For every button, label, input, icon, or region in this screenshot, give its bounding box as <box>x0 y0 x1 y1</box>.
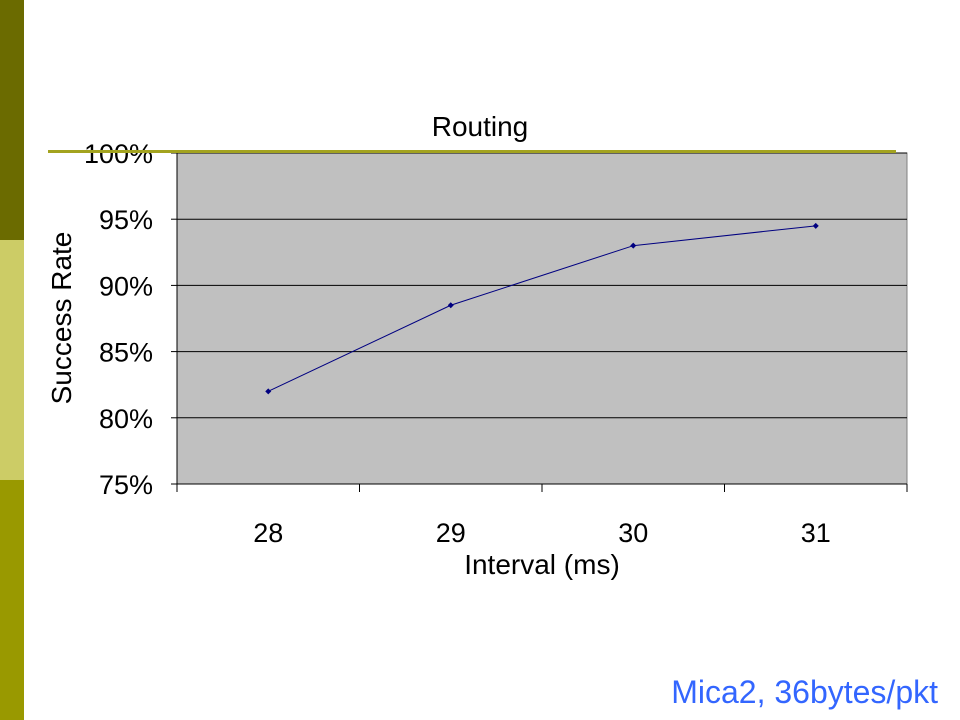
decorative-stripe-bottom <box>0 480 24 720</box>
x-tick-label: 29 <box>436 518 466 548</box>
plot-area <box>176 152 908 485</box>
y-axis-label: Success Rate <box>46 232 77 405</box>
decorative-stripe-middle <box>0 240 24 480</box>
y-tick-label: 75% <box>99 470 153 500</box>
x-tick-label: 31 <box>801 518 831 548</box>
y-tick-label: 80% <box>99 404 153 434</box>
y-tick-label: 85% <box>99 338 153 368</box>
title-rule <box>48 150 896 153</box>
x-tick-label: 30 <box>618 518 648 548</box>
y-tick-label: 90% <box>99 271 153 301</box>
slide-caption: Mica2, 36bytes/pkt <box>671 674 938 710</box>
x-axis-label: Interval (ms) <box>464 549 620 580</box>
data-point <box>630 242 637 249</box>
series-line <box>268 225 816 392</box>
decorative-stripe-top <box>0 0 24 240</box>
y-tick-label: 95% <box>99 205 153 235</box>
data-point <box>812 222 819 229</box>
x-tick-label: 28 <box>253 518 283 548</box>
data-point <box>265 388 272 395</box>
y-tick-label: 100% <box>84 139 153 169</box>
data-point <box>447 302 454 309</box>
chart-title: Routing <box>432 111 529 142</box>
line-chart: Routing 75% 80% 85% 90% 95% 100% 28 29 30 31 Suc… <box>46 111 908 580</box>
